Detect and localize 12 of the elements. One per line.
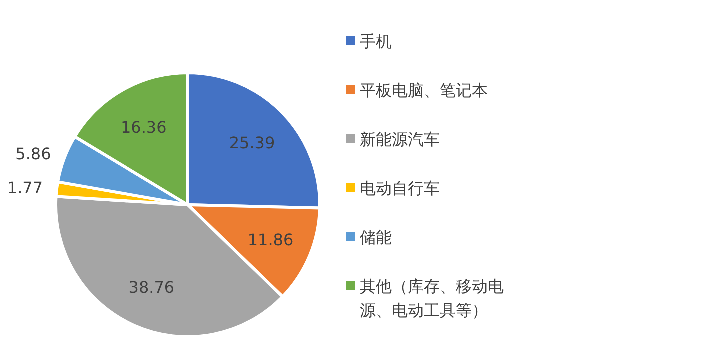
legend-label: 平板电脑、笔记本 — [360, 81, 488, 100]
data-label: 11.86 — [248, 230, 294, 250]
legend-label: 其他（库存、移动电源、电动工具等） — [360, 277, 504, 320]
legend-label: 新能源汽车 — [360, 130, 440, 149]
data-label: 38.76 — [128, 278, 175, 298]
data-label: 5.86 — [16, 144, 52, 164]
data-label: 16.36 — [120, 118, 167, 137]
data-label: 25.39 — [229, 133, 276, 152]
legend-label: 储能 — [360, 228, 392, 247]
data-label: 1.77 — [7, 178, 44, 198]
legend-label: 电动自行车 — [360, 179, 440, 198]
legend-label: 手机 — [360, 32, 392, 51]
